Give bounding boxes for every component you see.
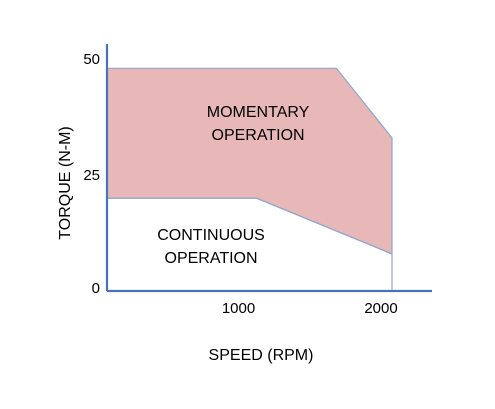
x-tick-label: 1000 <box>222 300 255 317</box>
x-tick-label: 2000 <box>364 300 397 317</box>
labels-layer: MOMENTARY OPERATION CONTINUOUS OPERATION <box>157 104 309 267</box>
y-tick-label: 50 <box>83 51 100 68</box>
continuous-boundary-line <box>107 197 393 255</box>
y-axis-title: TORQUE (N-M) <box>57 126 74 239</box>
momentary-label-line: MOMENTARY <box>207 104 310 121</box>
y-tick-label: 25 <box>83 167 100 184</box>
momentary-label-line: OPERATION <box>212 127 305 144</box>
axes-layer <box>105 44 432 293</box>
continuous-label-line: OPERATION <box>165 250 258 267</box>
x-axis-title: SPEED (RPM) <box>209 347 314 364</box>
ticks-layer: 0 25 50 1000 2000 <box>83 51 397 317</box>
continuous-label-line: CONTINUOUS <box>157 227 265 244</box>
y-tick-label: 0 <box>92 280 100 297</box>
